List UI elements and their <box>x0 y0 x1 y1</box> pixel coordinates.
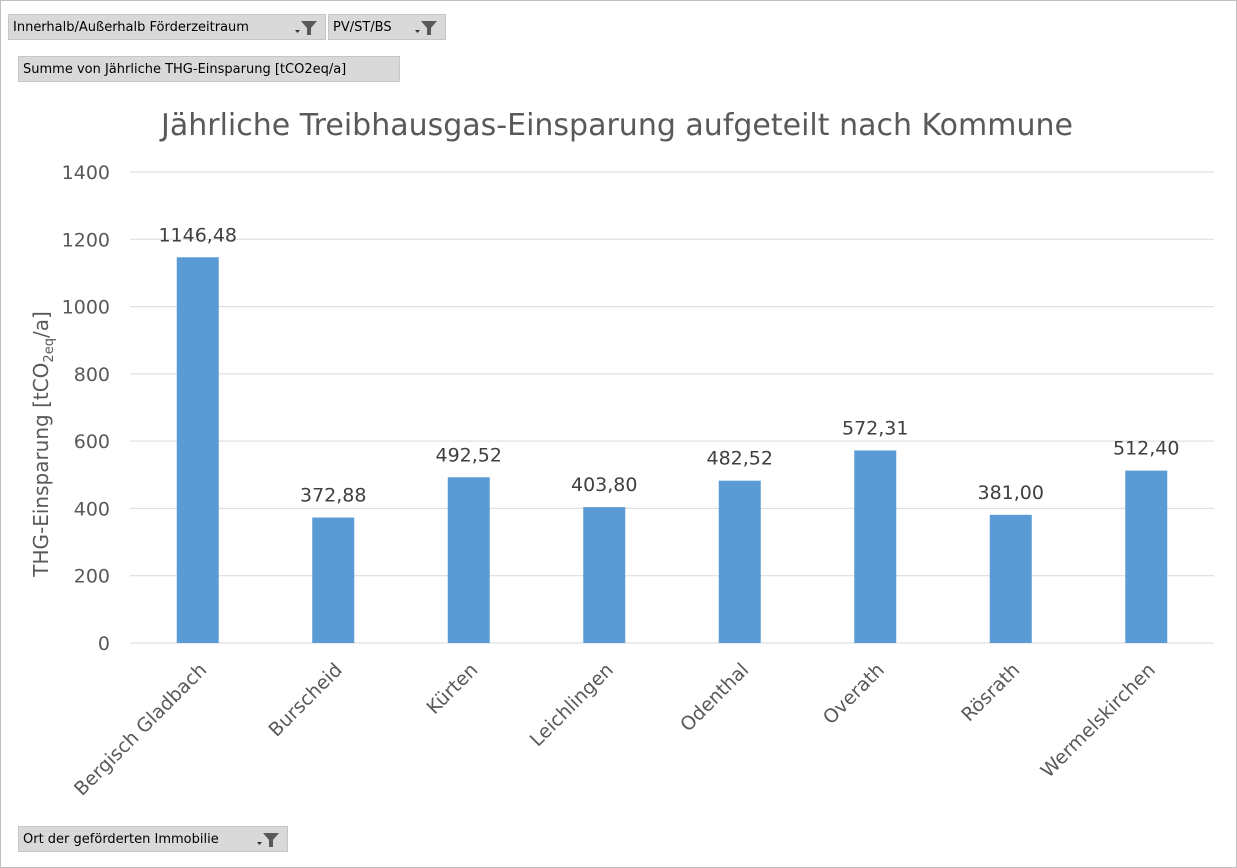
filter-dropdown-icon[interactable] <box>413 19 439 37</box>
filter-dropdown-icon[interactable] <box>255 831 281 849</box>
axis-field-button[interactable]: Ort der geförderten Immobilie <box>18 826 288 852</box>
period-filter-button[interactable]: Innerhalb/Außerhalb Förderzeitraum <box>8 14 326 40</box>
value-field-button[interactable]: Summe von Jährliche THG-Einsparung [tCO2… <box>18 56 400 82</box>
value-field-label: Summe von Jährliche THG-Einsparung [tCO2… <box>23 61 347 77</box>
type-filter-button[interactable]: PV/ST/BS <box>328 14 446 40</box>
type-filter-label: PV/ST/BS <box>333 19 392 35</box>
filter-dropdown-icon[interactable] <box>293 19 319 37</box>
period-filter-label: Innerhalb/Außerhalb Förderzeitraum <box>13 19 249 35</box>
axis-field-label: Ort der geförderten Immobilie <box>23 831 219 847</box>
